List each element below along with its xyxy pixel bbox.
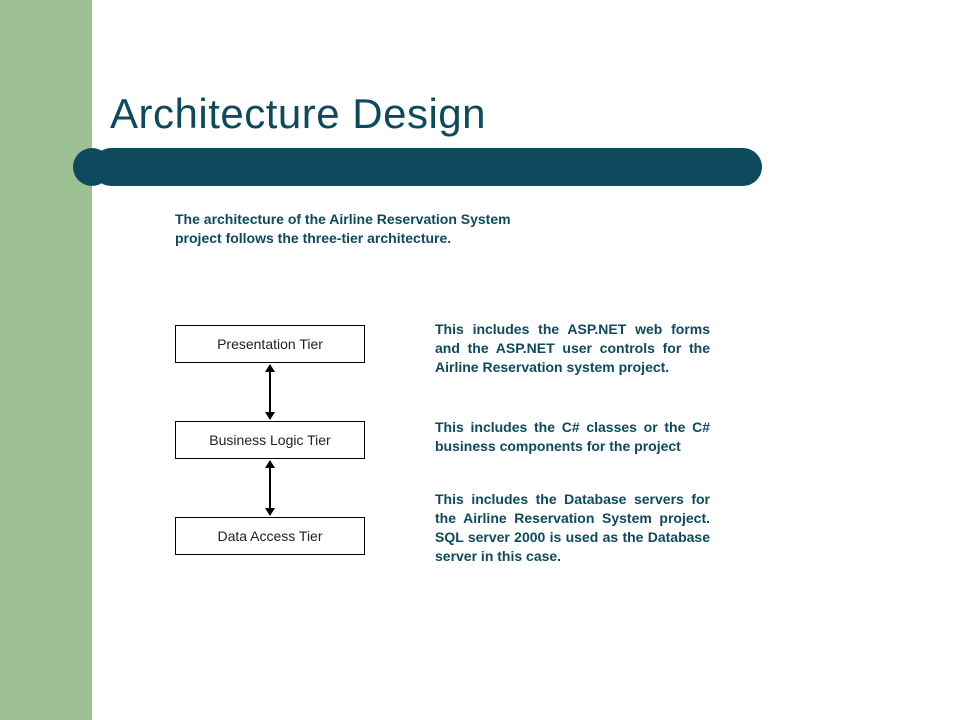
- tier-description-data: This includes the Database servers for t…: [435, 490, 710, 566]
- tier-label: Business Logic Tier: [209, 432, 330, 448]
- tier-description-business: This includes the C# classes or the C# b…: [435, 418, 710, 456]
- double-arrow-icon: [269, 370, 271, 414]
- left-green-strip: [0, 0, 92, 720]
- tier-box-data: Data Access Tier: [175, 517, 365, 555]
- tier-box-business: Business Logic Tier: [175, 421, 365, 459]
- tier-description-presentation: This includes the ASP.NET web forms and …: [435, 320, 710, 377]
- intro-text: The architecture of the Airline Reservat…: [175, 210, 515, 248]
- slide: Architecture Design The architecture of …: [0, 0, 960, 720]
- tier-label: Data Access Tier: [217, 528, 322, 544]
- page-title: Architecture Design: [110, 90, 486, 138]
- tier-box-presentation: Presentation Tier: [175, 325, 365, 363]
- tier-label: Presentation Tier: [217, 336, 323, 352]
- title-underline-bar: [92, 148, 762, 186]
- double-arrow-icon: [269, 466, 271, 510]
